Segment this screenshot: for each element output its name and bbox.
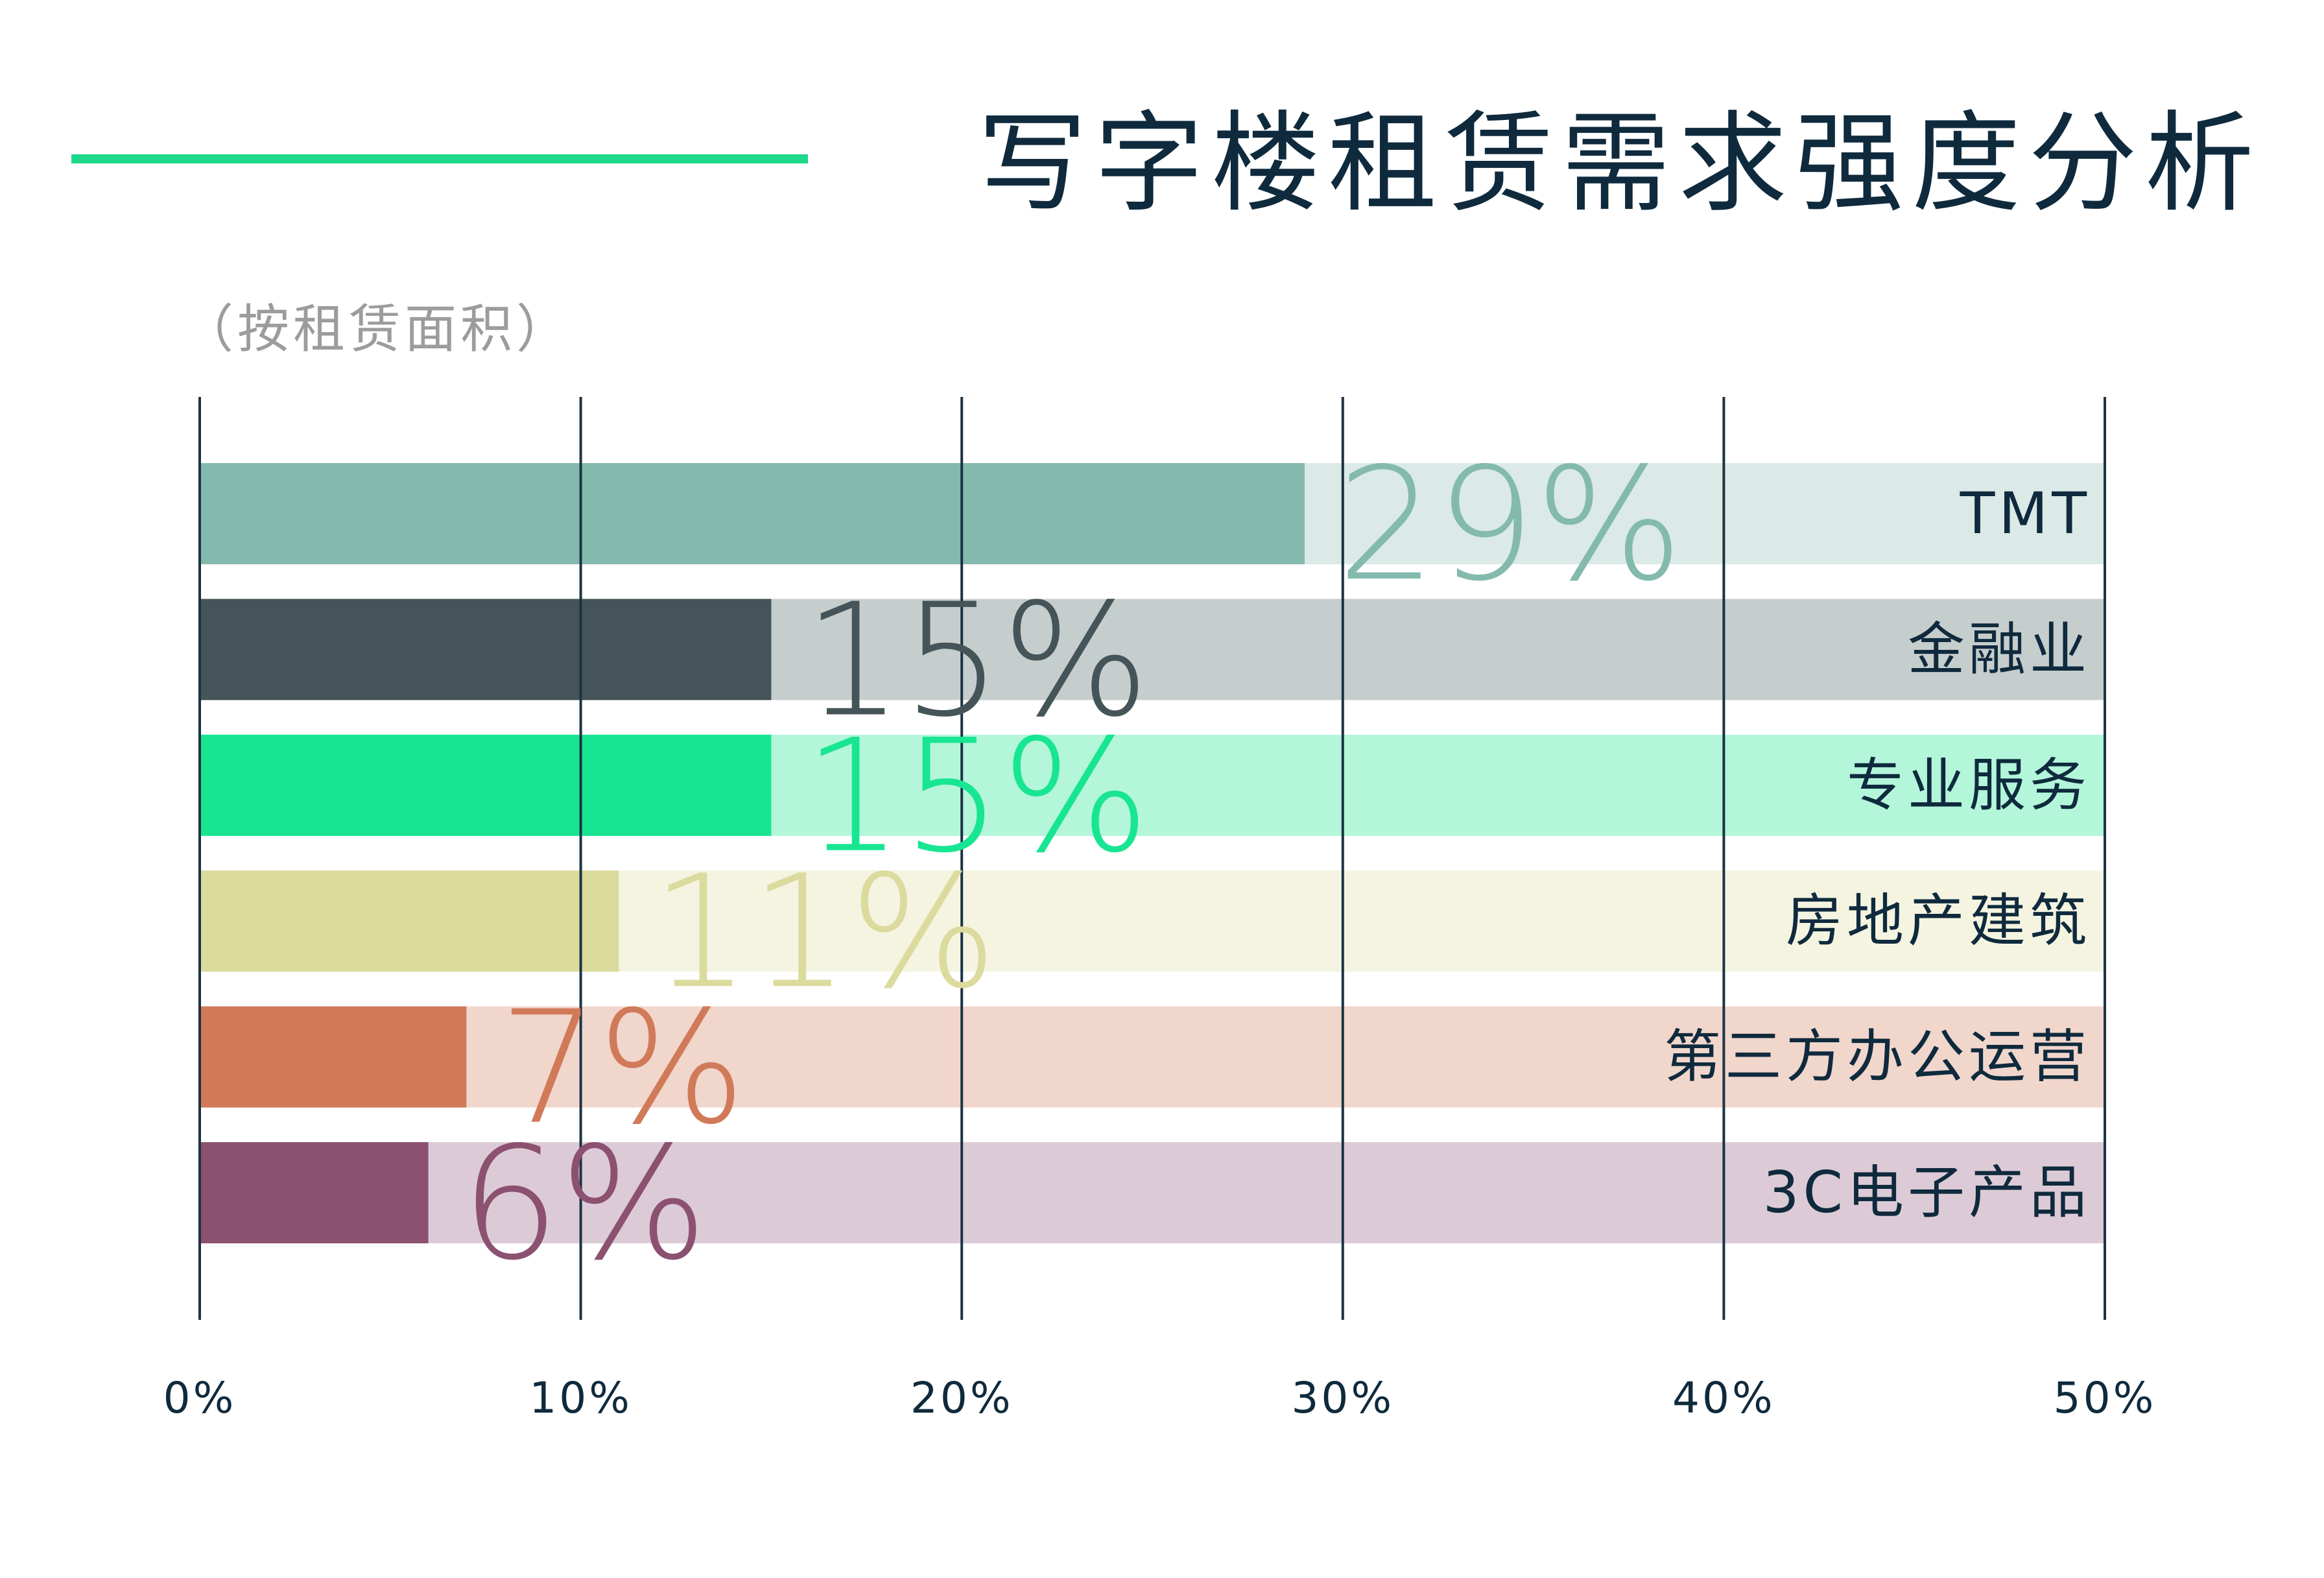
bar xyxy=(200,599,772,700)
chart-subtitle: （按租赁面积） xyxy=(182,299,572,359)
category-label: 3C电子产品 xyxy=(1763,1159,2091,1226)
x-tick-label: 0% xyxy=(163,1373,237,1423)
category-label: 第三方办公运营 xyxy=(1664,1023,2091,1090)
value-label: 7% xyxy=(499,977,746,1159)
category-label: 专业服务 xyxy=(1847,752,2091,819)
bar xyxy=(200,1006,467,1108)
bar xyxy=(200,734,772,836)
category-label: 金融业 xyxy=(1908,616,2091,682)
bar xyxy=(200,463,1305,564)
bar xyxy=(200,870,619,972)
bar-track xyxy=(200,1006,2105,1108)
title-accent-line xyxy=(71,154,808,163)
category-label: TMT xyxy=(1960,480,2091,547)
x-tick-label: 40% xyxy=(1672,1373,1775,1423)
category-label: 房地产建筑 xyxy=(1786,887,2091,954)
value-label: 11% xyxy=(651,841,997,1023)
value-label: 6% xyxy=(461,1113,708,1295)
value-label: 15% xyxy=(803,569,1149,751)
x-tick-label: 10% xyxy=(529,1373,632,1423)
x-tick-label: 50% xyxy=(2054,1373,2157,1423)
bar xyxy=(200,1142,429,1243)
x-tick-label: 20% xyxy=(910,1373,1014,1423)
x-tick-label: 30% xyxy=(1291,1373,1394,1423)
value-label: 29% xyxy=(1337,434,1683,616)
bar-track xyxy=(200,1142,2105,1243)
chart-title: 写字楼租赁需求强度分析 xyxy=(978,100,2262,227)
value-label: 15% xyxy=(803,706,1149,887)
